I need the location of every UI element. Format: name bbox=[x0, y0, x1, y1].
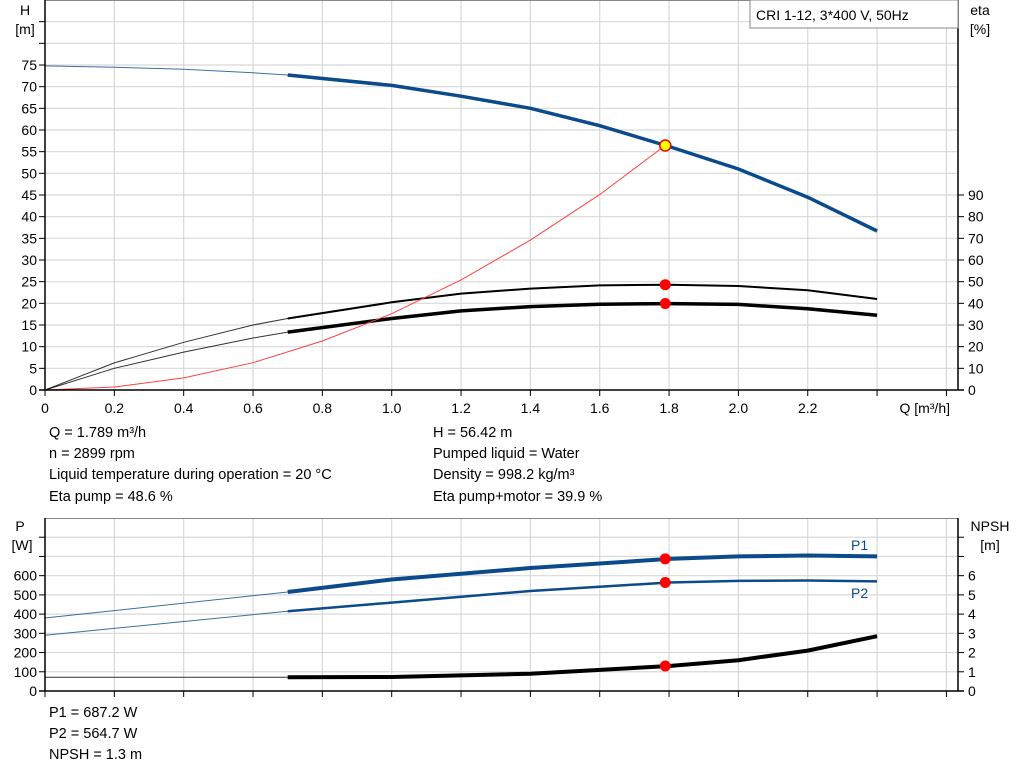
top-grid bbox=[45, 0, 958, 390]
x-tick-label: 2.2 bbox=[798, 400, 818, 416]
y-tick-label-right: 50 bbox=[968, 274, 984, 290]
y-tick-label-left: 400 bbox=[14, 606, 38, 622]
top-series bbox=[44, 65, 878, 391]
operating-point bbox=[659, 660, 671, 672]
y-tick-label-right: 40 bbox=[968, 295, 984, 311]
h-axis-name: H bbox=[20, 2, 30, 18]
y-tick-label-left: 300 bbox=[14, 625, 38, 641]
y-tick-label-left: 0 bbox=[29, 382, 37, 398]
y-tick-label-right: 4 bbox=[968, 606, 976, 622]
y-tick-label-right: 1 bbox=[968, 664, 976, 680]
y-tick-label-right: 20 bbox=[968, 339, 984, 355]
y-tick-label-left: 55 bbox=[21, 144, 37, 160]
info-p1: P1 = 687.2 W bbox=[49, 705, 138, 721]
y-tick-label-right: 60 bbox=[968, 252, 984, 268]
y-tick-label-right: 80 bbox=[968, 209, 984, 225]
p2-curve bbox=[287, 579, 878, 613]
y-tick-label-left: 10 bbox=[21, 339, 37, 355]
y-tick-label-right: 0 bbox=[968, 382, 976, 398]
bottom-grid bbox=[45, 518, 958, 691]
y-tick-label-left: 50 bbox=[21, 165, 37, 181]
eta-pump-motor-curve bbox=[287, 301, 878, 334]
x-tick-label: 1.4 bbox=[521, 400, 541, 416]
y-tick-label-left: 25 bbox=[21, 274, 37, 290]
axes: 0510152025303540455055606570750102030405… bbox=[14, 0, 984, 699]
h-axis-unit: [m] bbox=[15, 21, 34, 37]
info-eta-pump-motor: Eta pump+motor = 39.9 % bbox=[433, 489, 603, 505]
y-tick-label-left: 15 bbox=[21, 317, 37, 333]
y-tick-label-left: 500 bbox=[14, 587, 38, 603]
x-tick-label: 1.6 bbox=[590, 400, 610, 416]
bottom-series bbox=[44, 553, 878, 680]
p-axis-name: P bbox=[15, 518, 24, 534]
chart-title: CRI 1-12, 3*400 V, 50Hz bbox=[756, 7, 909, 23]
y-tick-label-right: 3 bbox=[968, 625, 976, 641]
info-npsh: NPSH = 1.3 m bbox=[49, 747, 143, 763]
npsh-axis-unit: [m] bbox=[980, 537, 999, 553]
info-liquid: Pumped liquid = Water bbox=[433, 446, 580, 462]
info-q: Q = 1.789 m³/h bbox=[49, 425, 147, 441]
npsh-axis-name: NPSH bbox=[971, 518, 1010, 534]
eta-axis-name: eta bbox=[970, 2, 990, 18]
info-density: Density = 998.2 kg/m³ bbox=[433, 467, 575, 483]
y-tick-label-left: 40 bbox=[21, 209, 37, 225]
p2-series-label: P2 bbox=[851, 585, 868, 601]
x-tick-label: 1.0 bbox=[382, 400, 402, 416]
y-tick-label-right: 6 bbox=[968, 568, 976, 584]
operating-point bbox=[659, 279, 671, 291]
x-tick-label: 0.4 bbox=[174, 400, 194, 416]
info-temperature: Liquid temperature during operation = 20… bbox=[49, 467, 332, 483]
y-tick-label-right: 5 bbox=[968, 587, 976, 603]
info-p2: P2 = 564.7 W bbox=[49, 726, 138, 742]
p-axis-unit: [W] bbox=[12, 537, 33, 553]
x-axis-label: Q [m³/h] bbox=[899, 400, 950, 416]
operating-point bbox=[659, 553, 671, 565]
y-tick-label-left: 20 bbox=[21, 295, 37, 311]
head-curve bbox=[287, 73, 878, 233]
y-tick-label-right: 30 bbox=[968, 317, 984, 333]
x-tick-label: 1.2 bbox=[451, 400, 471, 416]
x-tick-label: 0.6 bbox=[243, 400, 263, 416]
p1-series-label: P1 bbox=[851, 537, 868, 553]
eta-axis-unit: [%] bbox=[970, 21, 990, 37]
y-tick-label-right: 2 bbox=[968, 645, 976, 661]
y-tick-label-left: 65 bbox=[21, 100, 37, 116]
legend-box bbox=[749, 0, 959, 29]
info-h: H = 56.42 m bbox=[433, 425, 513, 441]
y-tick-label-left: 5 bbox=[29, 360, 37, 376]
operating-point bbox=[659, 298, 671, 310]
y-tick-label-left: 0 bbox=[29, 683, 37, 699]
y-tick-label-right: 90 bbox=[968, 187, 984, 203]
x-tick-label: 0 bbox=[41, 400, 49, 416]
operating-point bbox=[658, 139, 672, 152]
y-tick-label-left: 100 bbox=[14, 664, 38, 680]
x-tick-label: 1.8 bbox=[659, 400, 679, 416]
x-tick-label: 0.8 bbox=[313, 400, 333, 416]
y-tick-label-left: 70 bbox=[21, 79, 37, 95]
info-n: n = 2899 rpm bbox=[49, 446, 135, 462]
operating-point bbox=[659, 576, 671, 588]
y-tick-label-left: 30 bbox=[21, 252, 37, 268]
p1-curve bbox=[287, 553, 878, 594]
y-tick-label-right: 0 bbox=[968, 683, 976, 699]
x-tick-label: 2.0 bbox=[729, 400, 749, 416]
y-tick-label-left: 60 bbox=[21, 122, 37, 138]
y-tick-label-right: 10 bbox=[968, 360, 984, 376]
y-tick-label-left: 600 bbox=[14, 568, 38, 584]
npsh-curve bbox=[287, 634, 878, 680]
eta-pump-curve bbox=[287, 283, 878, 320]
x-tick-label: 0.2 bbox=[105, 400, 125, 416]
y-tick-label-left: 45 bbox=[21, 187, 37, 203]
info-eta-pump: Eta pump = 48.6 % bbox=[49, 489, 173, 505]
y-tick-label-left: 35 bbox=[21, 230, 37, 246]
y-tick-label-right: 70 bbox=[968, 230, 984, 246]
system-curve-curve bbox=[44, 145, 666, 391]
y-tick-label-left: 75 bbox=[21, 57, 37, 73]
y-tick-label-left: 200 bbox=[14, 645, 38, 661]
